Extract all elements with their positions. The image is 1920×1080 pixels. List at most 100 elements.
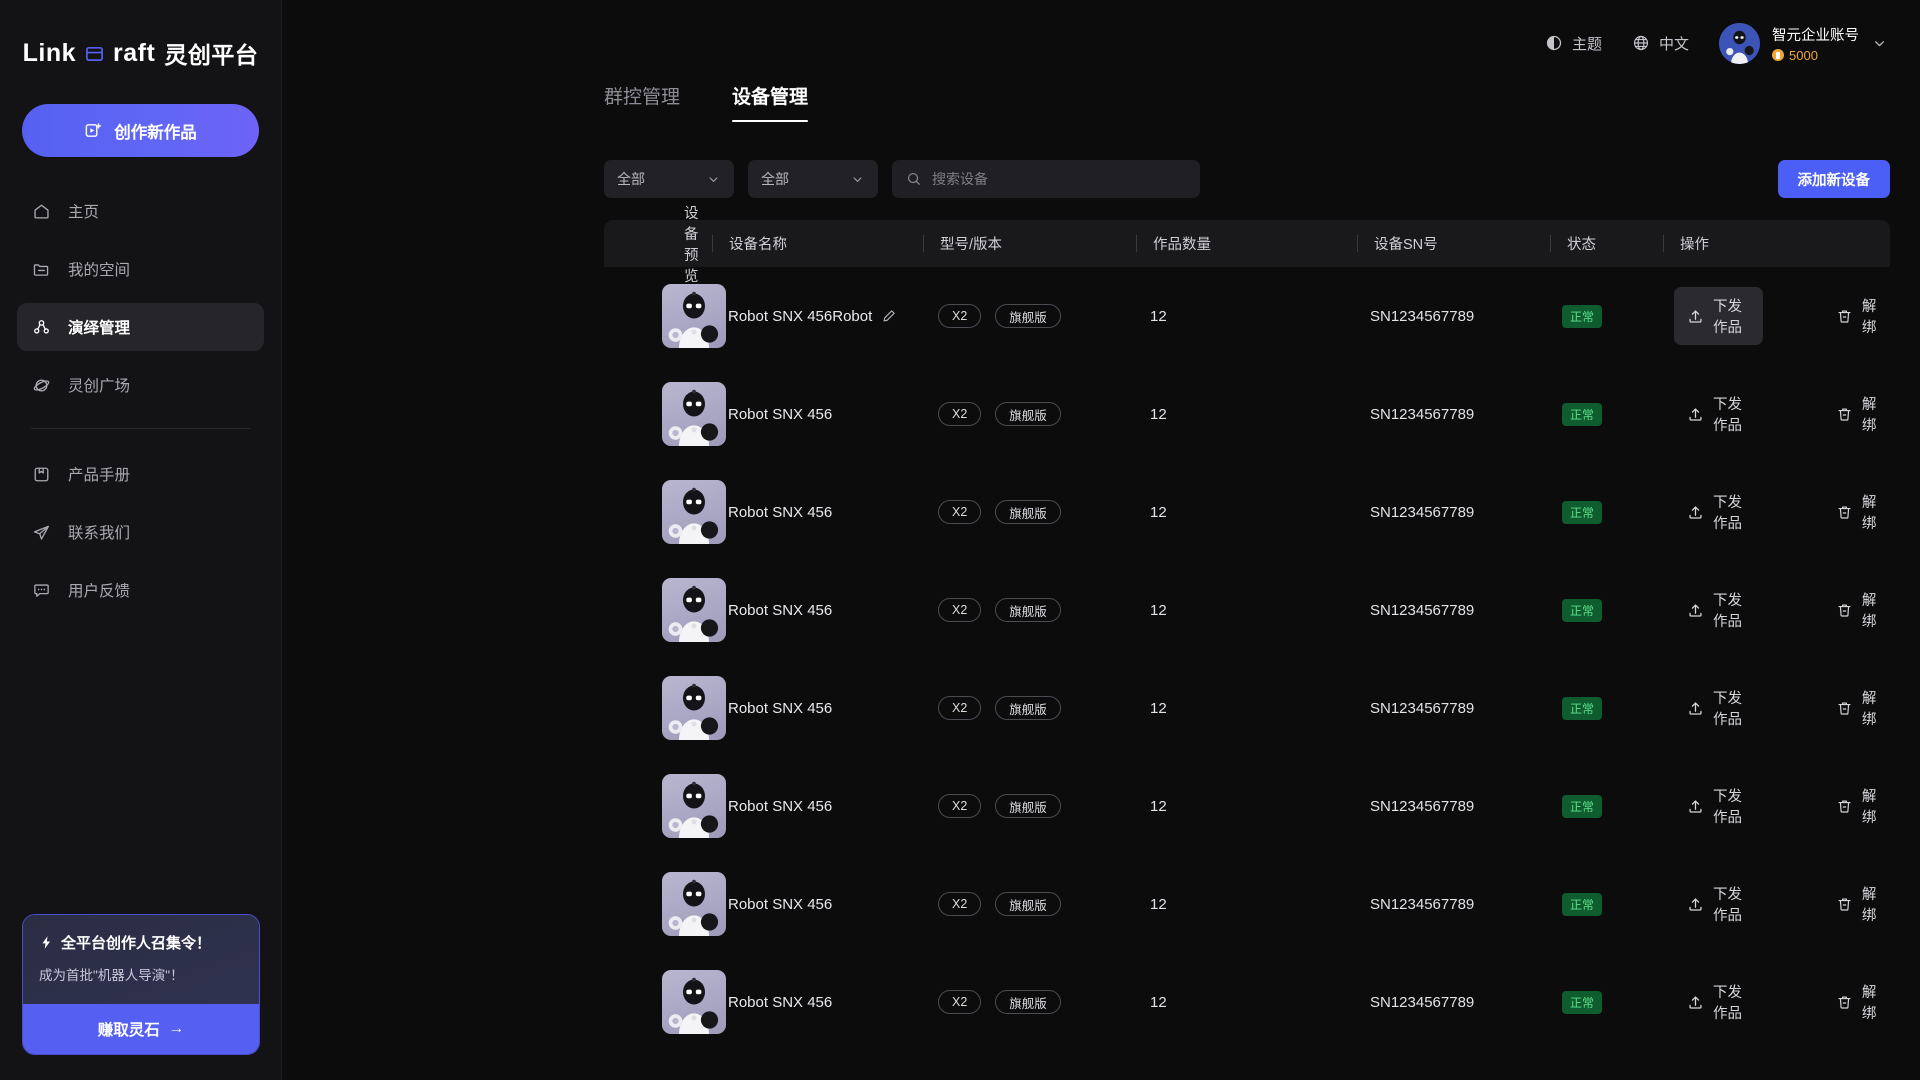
table-row[interactable]: Robot SNX 456 X2 旗舰版 12 SN1234567789 正常 … (604, 463, 1890, 561)
table-body: Robot SNX 456Robot X2 旗舰版 12 SN123456778… (604, 267, 1890, 1051)
video-add-icon (84, 121, 103, 140)
sidebar-item-feedback[interactable]: 用户反馈 (17, 566, 264, 614)
status-badge: 正常 (1562, 696, 1603, 720)
table-row[interactable]: Robot SNX 456 X2 旗舰版 12 SN1234567789 正常 … (604, 953, 1890, 1051)
sidebar-item-product-manual[interactable]: 产品手册 (17, 450, 264, 498)
lightning-icon (39, 935, 54, 950)
column-header-count: 作品数量 (1153, 237, 1211, 253)
model-pill: X2 (938, 598, 982, 622)
table-row[interactable]: Robot SNX 456 X2 旗舰版 12 SN1234567789 正常 … (604, 561, 1890, 659)
edit-icon[interactable] (881, 308, 897, 324)
book-icon (31, 464, 51, 484)
filter-select-one[interactable]: 全部 (604, 160, 734, 198)
tab-device-management[interactable]: 设备管理 (732, 82, 809, 122)
chevron-down-icon[interactable] (1871, 35, 1888, 52)
cell-preview (604, 676, 726, 740)
status-badge: 正常 (1562, 892, 1603, 916)
add-device-button[interactable]: 添加新设备 (1777, 160, 1890, 198)
create-new-work-button[interactable]: 创作新作品 (22, 104, 259, 157)
cell-model: X2 旗舰版 (922, 696, 1134, 720)
cell-status: 正常 (1546, 402, 1658, 426)
unbind-label: 解绑 (1861, 985, 1877, 1022)
create-new-work-label: 创作新作品 (114, 123, 197, 142)
deploy-work-button[interactable]: 下发作品 (1674, 483, 1763, 541)
chevron-down-icon (850, 172, 865, 187)
cell-actions: 下发作品 解绑 (1658, 581, 1890, 639)
work-count: 12 (1150, 993, 1167, 1011)
deploy-work-button[interactable]: 下发作品 (1674, 777, 1763, 835)
deploy-work-label: 下发作品 (1713, 985, 1742, 1022)
unbind-label: 解绑 (1861, 495, 1877, 532)
search-input[interactable] (932, 171, 1186, 187)
work-count: 12 (1150, 797, 1167, 815)
unbind-button[interactable]: 解绑 (1823, 973, 1890, 1031)
trash-icon (1836, 602, 1853, 619)
cell-model: X2 旗舰版 (922, 598, 1134, 622)
deploy-work-button[interactable]: 下发作品 (1674, 875, 1763, 933)
unbind-button[interactable]: 解绑 (1823, 777, 1890, 835)
account-menu[interactable]: 智元企业账号 5000 (1719, 22, 1888, 64)
promo-card[interactable]: 全平台创作人召集令！ 成为首批"机器人导演"！ 赚取灵石 → (22, 914, 260, 1055)
sidebar-item-my-space[interactable]: 我的空间 (17, 245, 264, 293)
planet-icon (31, 375, 51, 395)
edition-pill: 旗舰版 (995, 990, 1061, 1014)
cell-name: Robot SNX 456 (712, 504, 922, 521)
edition-pill: 旗舰版 (995, 304, 1061, 328)
sidebar-item-performance-management[interactable]: 演绎管理 (17, 303, 264, 351)
language-switcher[interactable]: 中文 (1632, 33, 1689, 54)
work-count: 12 (1150, 405, 1167, 423)
upload-icon (1687, 896, 1704, 913)
model-pill: X2 (938, 500, 982, 524)
table-row[interactable]: Robot SNX 456 X2 旗舰版 12 SN1234567789 正常 … (604, 659, 1890, 757)
deploy-work-label: 下发作品 (1713, 593, 1742, 630)
deploy-work-button[interactable]: 下发作品 (1674, 385, 1763, 443)
header-separator (1550, 235, 1551, 252)
unbind-button[interactable]: 解绑 (1823, 581, 1890, 639)
promo-earn-button[interactable]: 赚取灵石 → (23, 1004, 259, 1054)
sidebar-item-home[interactable]: 主页 (17, 187, 264, 235)
header-separator (1136, 235, 1137, 252)
unbind-button[interactable]: 解绑 (1823, 287, 1890, 345)
unbind-button[interactable]: 解绑 (1823, 483, 1890, 541)
search-box[interactable] (892, 160, 1200, 198)
device-name-wrap: Robot SNX 456 (728, 700, 832, 717)
deploy-work-button[interactable]: 下发作品 (1674, 581, 1763, 639)
edition-pill: 旗舰版 (995, 696, 1061, 720)
sidebar-item-contact-us[interactable]: 联系我们 (17, 508, 264, 556)
tab-group-control[interactable]: 群控管理 (604, 87, 681, 108)
send-icon (31, 522, 51, 542)
table-row[interactable]: Robot SNX 456 X2 旗舰版 12 SN1234567789 正常 … (604, 757, 1890, 855)
unbind-button[interactable]: 解绑 (1823, 679, 1890, 737)
deploy-work-label: 下发作品 (1713, 887, 1742, 924)
work-count: 12 (1150, 601, 1167, 619)
device-sn: SN1234567789 (1370, 895, 1475, 913)
unbind-button[interactable]: 解绑 (1823, 385, 1890, 443)
upload-icon (1687, 504, 1704, 521)
unbind-button[interactable]: 解绑 (1823, 875, 1890, 933)
model-pill: X2 (938, 794, 982, 818)
filter-bar: 全部 全部 添加新设备 (282, 122, 1920, 198)
deploy-work-button[interactable]: 下发作品 (1674, 973, 1763, 1031)
device-thumbnail (662, 872, 726, 936)
logo-bracket-icon (85, 44, 104, 63)
deploy-work-button[interactable]: 下发作品 (1674, 287, 1763, 345)
unbind-label: 解绑 (1861, 593, 1877, 630)
table-row[interactable]: Robot SNX 456 X2 旗舰版 12 SN1234567789 正常 … (604, 855, 1890, 953)
promo-card-body: 全平台创作人召集令！ 成为首批"机器人导演"！ (23, 915, 259, 1004)
edition-pill: 旗舰版 (995, 892, 1061, 916)
table-row[interactable]: Robot SNX 456Robot X2 旗舰版 12 SN123456778… (604, 267, 1890, 365)
cell-model: X2 旗舰版 (922, 304, 1134, 328)
chevron-down-icon (706, 172, 721, 187)
trash-icon (1836, 994, 1853, 1011)
edition-pill: 旗舰版 (995, 598, 1061, 622)
filter-select-two[interactable]: 全部 (748, 160, 878, 198)
app-logo[interactable]: Link raft 灵创平台 (23, 36, 259, 70)
theme-toggle[interactable]: 主题 (1545, 33, 1602, 54)
cell-status: 正常 (1546, 696, 1658, 720)
cell-preview (604, 578, 726, 642)
table-row[interactable]: Robot SNX 456 X2 旗舰版 12 SN1234567789 正常 … (604, 365, 1890, 463)
logo-wrap: Link raft 灵创平台 (0, 0, 281, 70)
device-name: Robot SNX 456 (728, 601, 833, 619)
deploy-work-button[interactable]: 下发作品 (1674, 679, 1763, 737)
sidebar-item-plaza[interactable]: 灵创广场 (17, 361, 264, 409)
